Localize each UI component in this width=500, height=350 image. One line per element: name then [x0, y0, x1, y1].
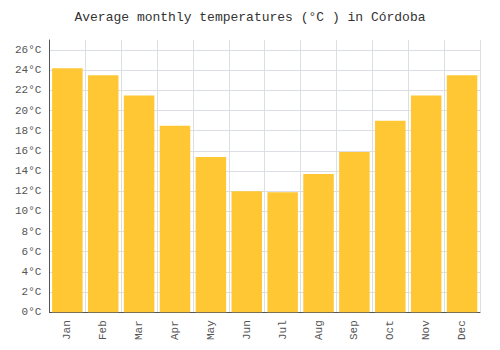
svg-text:Average monthly temperatures (: Average monthly temperatures (°C ) in Có… — [74, 10, 425, 25]
svg-text:Aug: Aug — [313, 320, 325, 340]
svg-text:Sep: Sep — [348, 320, 360, 340]
svg-text:16°C: 16°C — [15, 145, 42, 157]
svg-text:18°C: 18°C — [15, 125, 42, 137]
svg-text:8°C: 8°C — [22, 226, 42, 238]
svg-text:Oct: Oct — [384, 320, 396, 340]
svg-text:Dec: Dec — [456, 320, 468, 340]
svg-text:0°C: 0°C — [22, 306, 42, 318]
svg-text:6°C: 6°C — [22, 246, 42, 258]
svg-text:Jan: Jan — [61, 320, 73, 340]
svg-text:Nov: Nov — [420, 320, 432, 340]
svg-text:Jun: Jun — [241, 320, 253, 340]
svg-text:Mar: Mar — [133, 320, 145, 340]
svg-text:26°C: 26°C — [15, 44, 42, 56]
svg-text:Jul: Jul — [277, 320, 289, 340]
svg-text:Apr: Apr — [169, 320, 181, 340]
svg-text:May: May — [205, 320, 217, 340]
svg-text:24°C: 24°C — [15, 64, 42, 76]
svg-text:20°C: 20°C — [15, 105, 42, 117]
svg-text:Feb: Feb — [97, 320, 109, 340]
svg-text:4°C: 4°C — [22, 266, 42, 278]
svg-text:14°C: 14°C — [15, 165, 42, 177]
svg-text:12°C: 12°C — [15, 185, 42, 197]
svg-text:10°C: 10°C — [15, 205, 42, 217]
svg-text:22°C: 22°C — [15, 84, 42, 96]
svg-text:2°C: 2°C — [22, 286, 42, 298]
